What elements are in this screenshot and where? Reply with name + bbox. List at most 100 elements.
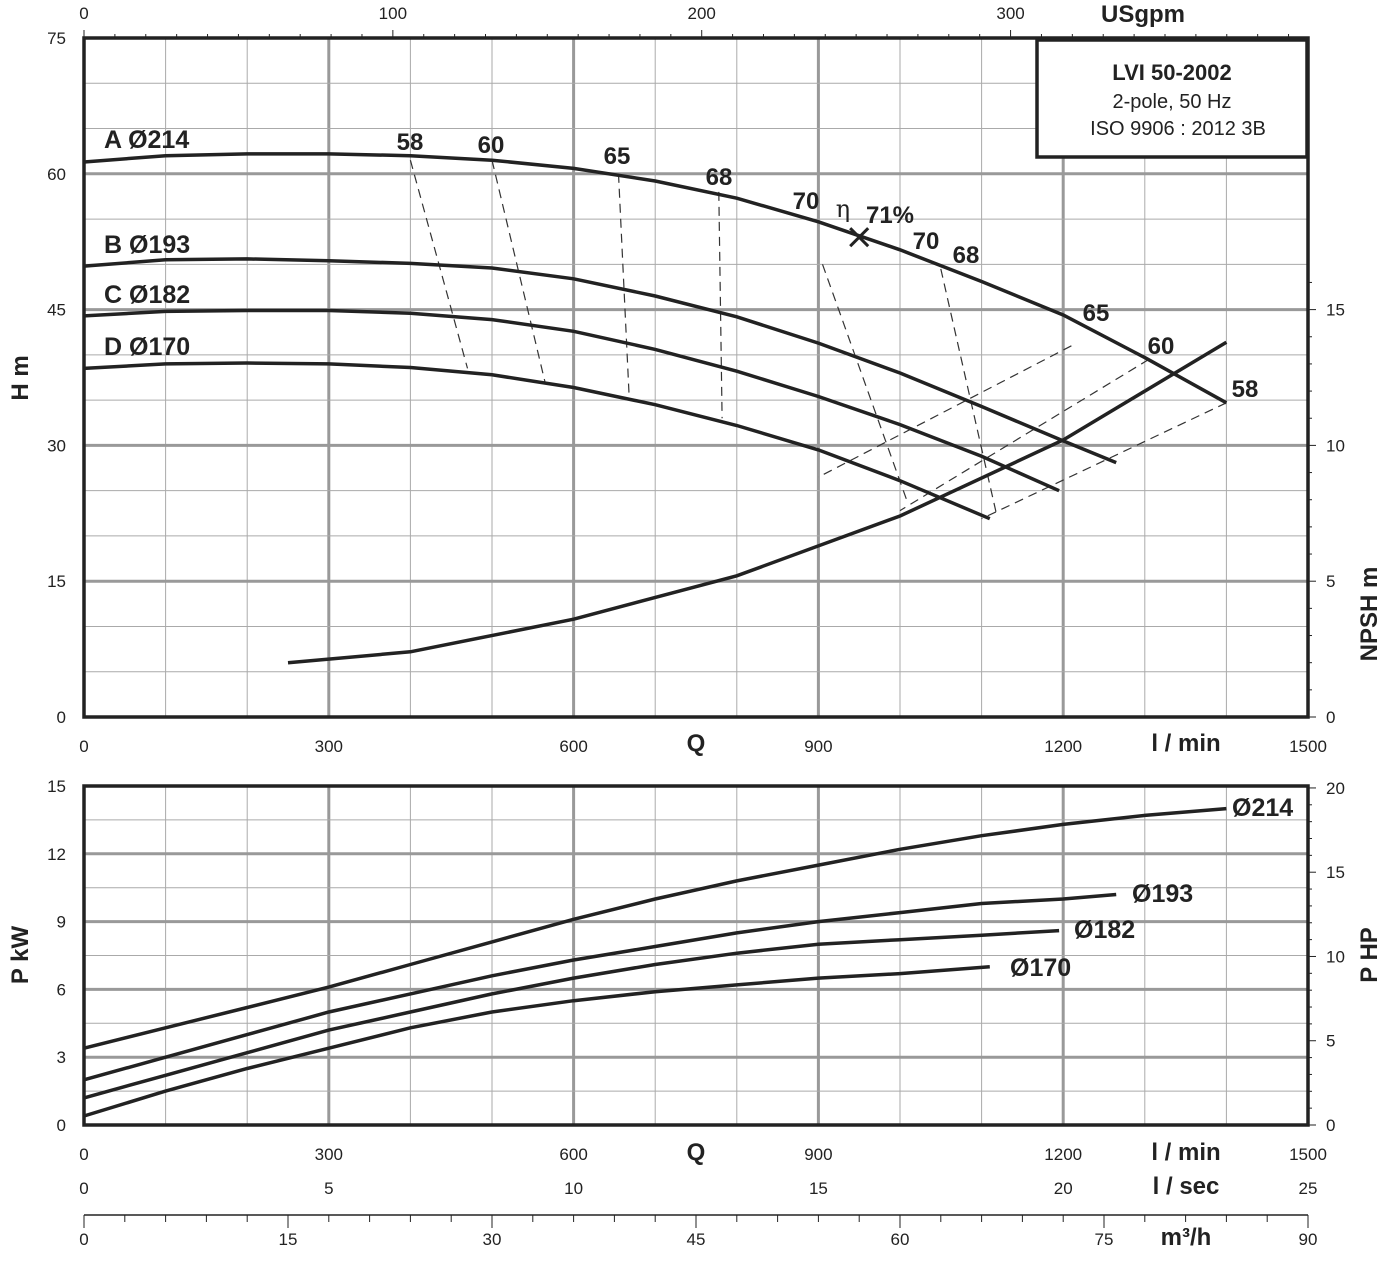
efficiency-line [818,345,1072,478]
head-curve [83,152,1228,405]
x-tick-label: 600 [559,737,587,756]
x-tick-label: 0 [79,737,88,756]
hp-tick-label: 5 [1326,1032,1335,1051]
eff-label-58-left: 58 [397,129,424,156]
power-y-axis-label: P kW [7,926,34,985]
efficiency-line [940,268,997,514]
x-tick-label: 0 [79,1145,88,1164]
eff-label-68-right: 68 [953,242,980,269]
top-tick-label: 100 [379,4,407,23]
lsec-tick-label: 5 [324,1179,333,1198]
power-x-unit: l / min [1151,1139,1220,1166]
power-grid [84,786,1308,1125]
m3h-tick-label: 90 [1299,1230,1318,1249]
npsh-tick-label: 15 [1326,301,1345,320]
eff-label-70-right: 70 [913,228,940,255]
eff-label-70-left: 70 [793,188,820,215]
power-axis-ticks: 0 300 600 900 1200 1500 0 3 6 9 12 15 0 5 10 15 20 [47,777,1345,1164]
x-tick-label: 1500 [1289,737,1327,756]
efficiency-line [617,173,630,396]
eff-label-65-left: 65 [604,143,631,170]
head-x-unit: l / min [1151,730,1220,757]
power-label-182: Ø182 [1074,916,1135,944]
curve-label-c: C Ø182 [104,281,190,309]
lsec-tick-label: 0 [79,1179,88,1198]
bep-marker [849,227,870,248]
x-tick-label: 300 [315,1145,343,1164]
npsh-axis-label: NPSH m [1356,567,1383,662]
x-tick-label: 900 [804,1145,832,1164]
curve-label-b: B Ø193 [104,231,190,259]
lsec-tick-label: 10 [564,1179,583,1198]
top-tick-label: 200 [688,4,716,23]
x-tick-label: 600 [559,1145,587,1164]
x-tick-label: 900 [804,737,832,756]
npsh-tick-label: 0 [1326,708,1335,727]
head-x-axis-label: Q [687,730,706,757]
top-tick-label: 0 [79,4,88,23]
m3h-tick-label: 75 [1095,1230,1114,1249]
hp-tick-label: 10 [1326,947,1345,966]
power-plot-frame [82,784,1310,1127]
lsec-tick-label: 15 [809,1179,828,1198]
x-tick-label: 1200 [1044,1145,1082,1164]
y-tick-label: 0 [57,1116,66,1135]
curve-label-d: D Ø170 [104,333,190,361]
power-curve [83,892,1117,1082]
eta-symbol: η [836,195,850,223]
legend-model: LVI 50-2002 [1112,60,1231,85]
power-label-170: Ø170 [1010,954,1071,982]
efficiency-line [981,402,1227,520]
npsh-tick-label: 10 [1326,436,1345,455]
y-tick-label: 0 [57,708,66,727]
eff-label-58-right: 58 [1232,376,1259,403]
lsec-tick-label: 25 [1299,1179,1318,1198]
power-curve [83,806,1227,1050]
eff-label-60-left: 60 [478,132,505,159]
hp-tick-label: 15 [1326,863,1345,882]
x-tick-label: 1500 [1289,1145,1327,1164]
eff-label-65-right: 65 [1083,300,1110,327]
y-tick-label: 6 [57,980,66,999]
curve-label-a: A Ø214 [104,126,189,154]
m3h-axis: 0 15 30 45 60 75 90 [79,1214,1318,1249]
power-x-axis-label: Q [687,1139,706,1166]
efficiency-line [718,191,723,419]
hp-tick-label: 0 [1326,1116,1335,1135]
efficiency-line [899,358,1150,512]
m3h-tick-label: 60 [891,1230,910,1249]
power-curve [83,965,990,1118]
m3h-axis-label: m³/h [1161,1224,1212,1251]
power-label-193: Ø193 [1132,880,1193,908]
head-series [83,152,1228,665]
top-tick-label: 300 [996,4,1024,23]
y-tick-label: 15 [47,777,66,796]
lsec-axis-label: l / sec [1153,1173,1220,1200]
hp-tick-label: 20 [1326,779,1345,798]
head-curve [83,257,1117,465]
m3h-tick-label: 30 [483,1230,502,1249]
head-plot-frame [82,36,1310,719]
efficiency-line [491,160,546,383]
top-axis-label: USgpm [1101,1,1185,28]
x-tick-label: 1200 [1044,737,1082,756]
power-series [83,806,1227,1118]
lsec-axis: 0 5 10 15 20 25 [79,1179,1317,1198]
y-tick-label: 9 [57,913,66,932]
npsh-tick-label: 5 [1326,572,1335,591]
x-tick-label: 300 [315,737,343,756]
y-tick-label: 15 [47,572,66,591]
y-tick-label: 12 [47,845,66,864]
head-axis-ticks: 0 300 600 900 1200 1500 0 15 30 45 60 75 0 100 200 300 0… [47,4,1345,756]
efficiency-line [821,264,909,505]
m3h-tick-label: 0 [79,1230,88,1249]
y-tick-label: 60 [47,165,66,184]
y-tick-label: 30 [47,436,66,455]
hp-axis-label: P HP [1356,927,1383,983]
legend-speed: 2-pole, 50 Hz [1113,91,1232,113]
head-y-axis-label: H m [7,355,34,400]
npsh-curve [287,340,1228,665]
head-curve [83,308,1060,493]
eff-label-bep: 71% [866,202,914,229]
